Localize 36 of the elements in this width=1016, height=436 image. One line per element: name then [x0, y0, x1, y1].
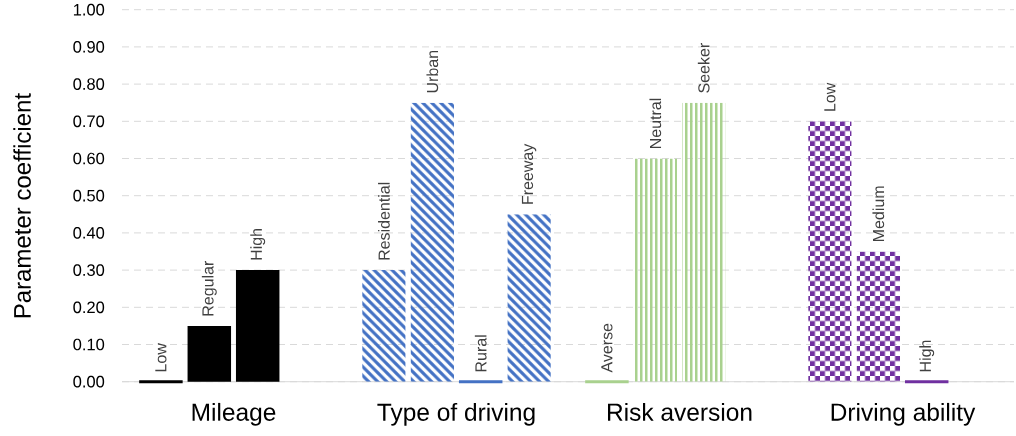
y-tick-label: 0.90	[73, 41, 105, 53]
y-tick-label: 0.80	[73, 78, 105, 90]
data-label: Neutral	[649, 98, 662, 148]
x-tick-label: Mileage	[192, 402, 276, 426]
y-tick-label: 0.10	[73, 338, 105, 351]
bar	[856, 251, 901, 382]
data-label: Freeway	[521, 143, 537, 204]
x-tick-label: Risk aversion	[608, 402, 752, 421]
x-tick-label: Type of driving	[377, 402, 535, 426]
data-label: High	[919, 340, 935, 372]
bar	[362, 270, 406, 382]
y-tick-label: 0.00	[73, 375, 105, 388]
data-label: Rural	[474, 335, 487, 372]
bar	[681, 102, 726, 382]
data-label: Averse	[601, 323, 613, 373]
data-label: Seeker	[697, 43, 710, 93]
y-tick-label: 0.20	[73, 301, 105, 314]
data-label: Regular	[201, 260, 217, 316]
y-tick-label: 0.30	[73, 264, 105, 276]
y-tick-label: 0.70	[73, 115, 105, 128]
data-label: Urban	[426, 50, 439, 93]
x-tick-label: Driving ability	[831, 402, 976, 426]
y-tick-label: 0.40	[73, 227, 105, 239]
data-label: Low	[824, 82, 836, 111]
data-label: Low	[155, 343, 167, 372]
y-tick-label: 0.50	[73, 189, 105, 202]
data-label: High	[250, 229, 266, 260]
y-tick-label: 0.60	[73, 152, 105, 165]
bar	[507, 214, 551, 382]
data-label: Medium	[872, 186, 885, 241]
bar	[633, 158, 678, 382]
data-label: Residential	[378, 182, 390, 260]
y-axis-title: Parameter coefficient	[13, 93, 31, 318]
bar	[808, 121, 852, 382]
bar	[410, 102, 455, 382]
y-tick-label: 1.00	[73, 3, 105, 16]
